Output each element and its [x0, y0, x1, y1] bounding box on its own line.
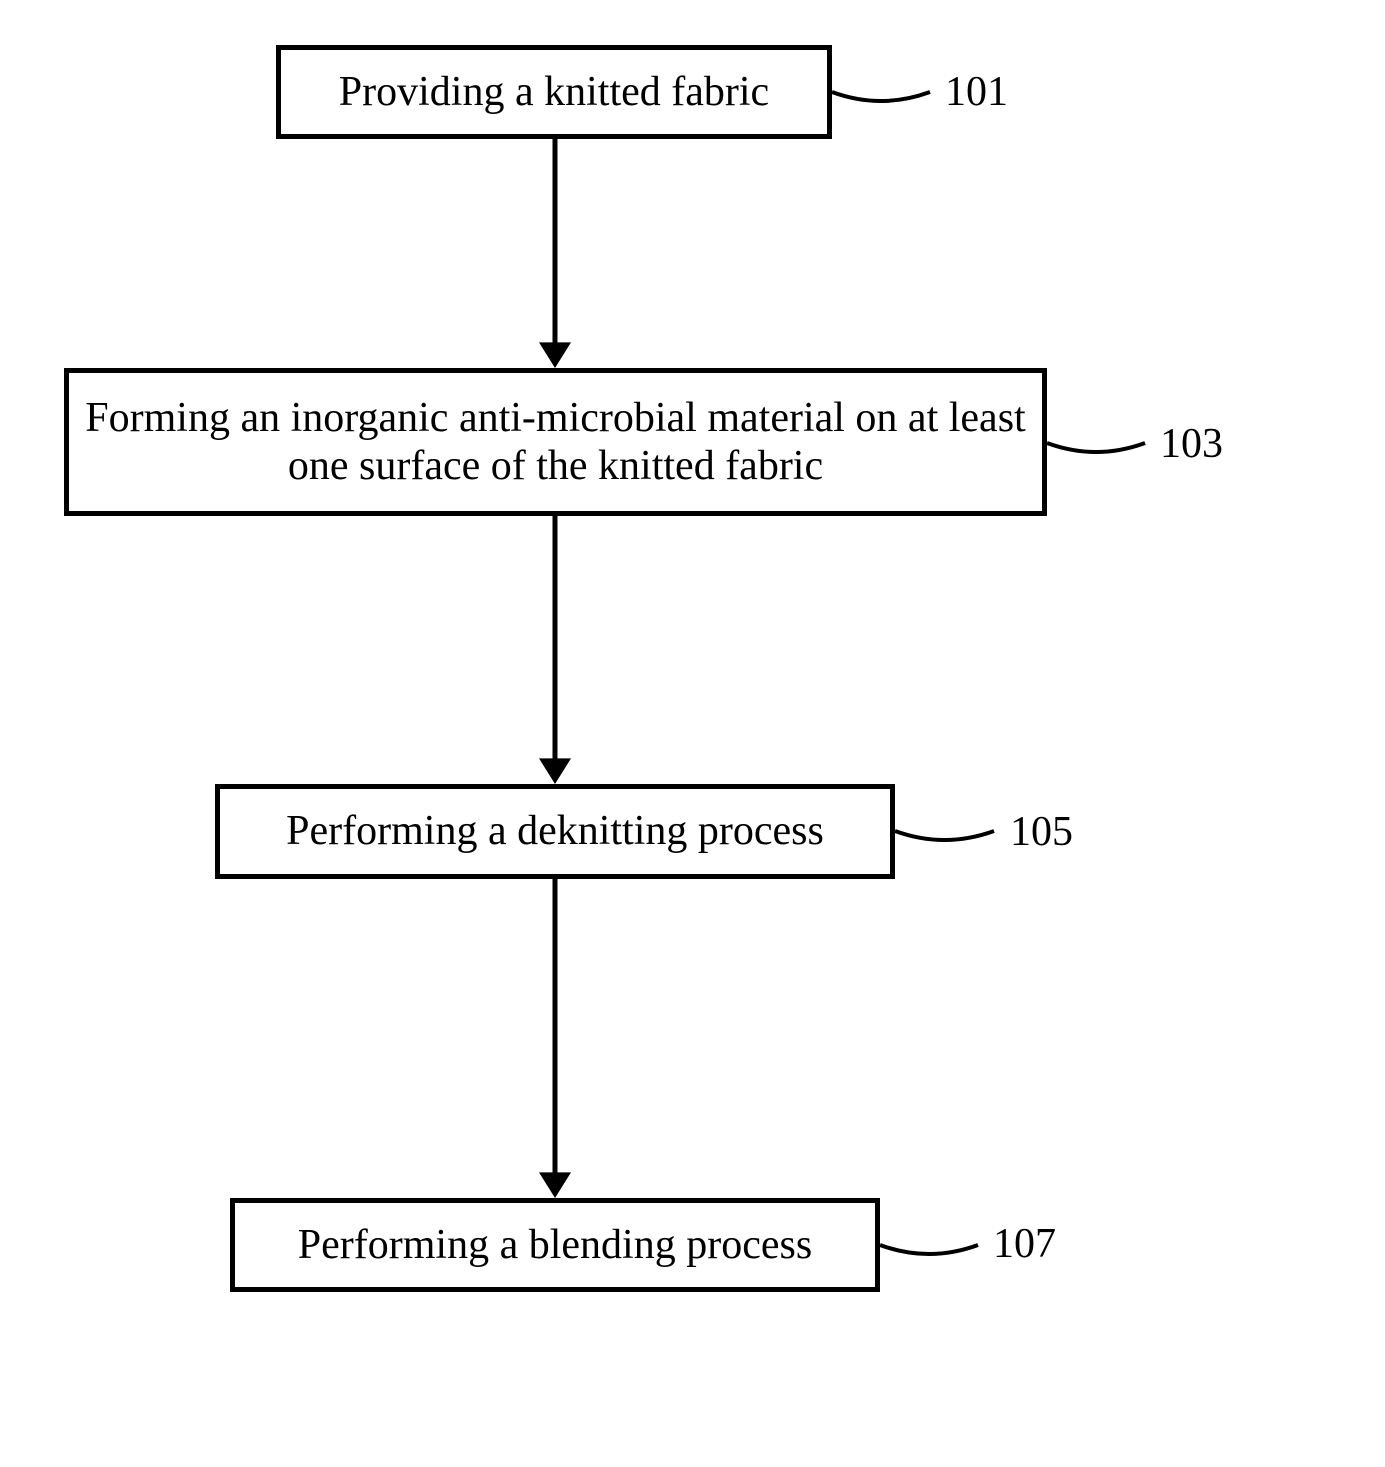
- flow-node-label: 105: [1010, 808, 1073, 856]
- flow-node-label: 107: [993, 1220, 1056, 1268]
- flow-node-text: Performing a deknitting process: [276, 807, 834, 855]
- flow-arrow: [535, 139, 575, 368]
- flow-node-n103: Forming an inorganic anti-microbial mate…: [64, 368, 1047, 516]
- flow-node-n105: Performing a deknitting process: [215, 784, 895, 879]
- flow-node-n101: Providing a knitted fabric: [276, 45, 832, 139]
- flow-node-text: Providing a knitted fabric: [329, 68, 779, 116]
- flow-node-n107: Performing a blending process: [230, 1198, 880, 1292]
- flow-node-text: Performing a blending process: [288, 1221, 822, 1269]
- flow-node-label: 101: [945, 68, 1008, 116]
- flow-node-label: 103: [1160, 420, 1223, 468]
- flow-arrow: [535, 879, 575, 1198]
- flow-node-text: Forming an inorganic anti-microbial mate…: [69, 394, 1042, 491]
- flow-arrow: [535, 516, 575, 784]
- flowchart-canvas: Providing a knitted fabric 101 Forming an …: [0, 0, 1385, 1467]
